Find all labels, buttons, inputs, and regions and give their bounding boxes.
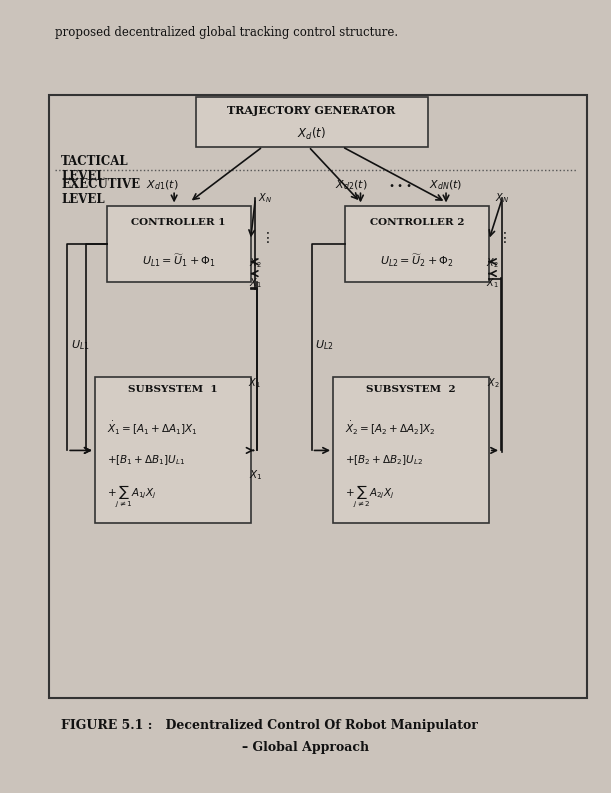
Text: $X_2$: $X_2$ bbox=[249, 256, 262, 270]
Text: CONTROLLER 1: CONTROLLER 1 bbox=[131, 218, 226, 228]
FancyBboxPatch shape bbox=[333, 377, 489, 523]
Text: $X_1$: $X_1$ bbox=[249, 276, 262, 290]
Text: $X_2$: $X_2$ bbox=[486, 256, 499, 270]
Text: $X_N$: $X_N$ bbox=[495, 191, 509, 205]
Text: $X_{d1}(t)$: $X_{d1}(t)$ bbox=[145, 178, 178, 192]
FancyBboxPatch shape bbox=[107, 206, 251, 282]
Text: $\dot{X}_2 = [A_2 + \Delta A_2]X_2$: $\dot{X}_2 = [A_2 + \Delta A_2]X_2$ bbox=[345, 419, 436, 436]
Text: $\bullet\bullet\bullet$: $\bullet\bullet\bullet$ bbox=[388, 180, 412, 189]
FancyBboxPatch shape bbox=[345, 206, 489, 282]
Text: EXECUTIVE
LEVEL: EXECUTIVE LEVEL bbox=[61, 178, 141, 206]
Text: $X_d(t)$: $X_d(t)$ bbox=[297, 126, 326, 142]
Text: $U_{L2}$: $U_{L2}$ bbox=[315, 338, 333, 352]
FancyBboxPatch shape bbox=[95, 377, 251, 523]
Text: $+\sum_{j \neq 2} A_{2j}X_j$: $+\sum_{j \neq 2} A_{2j}X_j$ bbox=[345, 484, 395, 510]
Text: $+[B_2 + \Delta B_2]U_{L2}$: $+[B_2 + \Delta B_2]U_{L2}$ bbox=[345, 454, 423, 467]
Text: CONTROLLER 2: CONTROLLER 2 bbox=[370, 218, 464, 228]
Text: $X_1$: $X_1$ bbox=[248, 377, 260, 390]
Text: SUBSYSTEM  1: SUBSYSTEM 1 bbox=[128, 385, 218, 394]
FancyBboxPatch shape bbox=[49, 95, 587, 698]
Text: $U_{L1}$: $U_{L1}$ bbox=[71, 338, 90, 352]
Text: $X_{dN}(t)$: $X_{dN}(t)$ bbox=[430, 178, 463, 192]
Text: – Global Approach: – Global Approach bbox=[242, 741, 369, 753]
Text: $\vdots$: $\vdots$ bbox=[260, 231, 270, 245]
Text: $U_{L1} = \widetilde{U}_1 + \Phi_1$: $U_{L1} = \widetilde{U}_1 + \Phi_1$ bbox=[142, 252, 216, 269]
Text: TACTICAL
LEVEL: TACTICAL LEVEL bbox=[61, 155, 129, 182]
Text: TRAJECTORY GENERATOR: TRAJECTORY GENERATOR bbox=[227, 105, 396, 117]
Text: $X_{d2}(t)$: $X_{d2}(t)$ bbox=[335, 178, 368, 192]
Text: $U_{L2} = \widetilde{U}_2 + \Phi_2$: $U_{L2} = \widetilde{U}_2 + \Phi_2$ bbox=[380, 252, 454, 269]
Text: $X_N$: $X_N$ bbox=[258, 191, 272, 205]
FancyBboxPatch shape bbox=[196, 97, 428, 147]
Text: $\dot{X}_1 = [A_1 + \Delta A_1]X_1$: $\dot{X}_1 = [A_1 + \Delta A_1]X_1$ bbox=[107, 419, 197, 436]
Text: SUBSYSTEM  2: SUBSYSTEM 2 bbox=[366, 385, 456, 394]
Text: $X_1$: $X_1$ bbox=[249, 468, 262, 481]
Text: FIGURE 5.1 :   Decentralized Control Of Robot Manipulator: FIGURE 5.1 : Decentralized Control Of Ro… bbox=[61, 719, 478, 732]
Text: $X_1$: $X_1$ bbox=[486, 276, 499, 290]
Text: $+\sum_{j \neq 1} A_{1j}X_j$: $+\sum_{j \neq 1} A_{1j}X_j$ bbox=[107, 484, 156, 510]
Text: proposed decentralized global tracking control structure.: proposed decentralized global tracking c… bbox=[55, 25, 398, 39]
Text: $\vdots$: $\vdots$ bbox=[497, 231, 507, 245]
Text: $+[B_1 + \Delta B_1]U_{L1}$: $+[B_1 + \Delta B_1]U_{L1}$ bbox=[107, 454, 185, 467]
Text: $X_2$: $X_2$ bbox=[488, 377, 500, 390]
